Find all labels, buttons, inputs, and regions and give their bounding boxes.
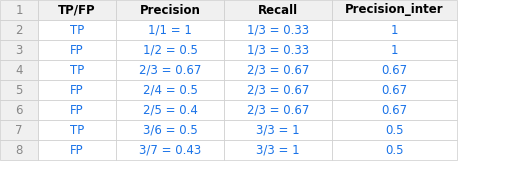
Text: 2/3 = 0.67: 2/3 = 0.67 <box>247 83 309 96</box>
Text: 0.67: 0.67 <box>381 104 408 117</box>
Text: 1/3 = 0.33: 1/3 = 0.33 <box>247 44 309 57</box>
Text: 3/3 = 1: 3/3 = 1 <box>256 143 300 156</box>
Bar <box>224 80 332 100</box>
Bar <box>332 140 457 160</box>
Bar <box>116 0 224 20</box>
Text: 3: 3 <box>15 44 23 57</box>
Bar <box>38 100 116 120</box>
Text: 2/3 = 0.67: 2/3 = 0.67 <box>247 104 309 117</box>
Text: 2: 2 <box>15 23 23 36</box>
Text: 3/6 = 0.5: 3/6 = 0.5 <box>143 124 197 137</box>
Bar <box>116 140 224 160</box>
Bar <box>38 60 116 80</box>
Text: 0.5: 0.5 <box>385 143 404 156</box>
Bar <box>116 120 224 140</box>
Text: 1/2 = 0.5: 1/2 = 0.5 <box>142 44 198 57</box>
Bar <box>0 120 38 140</box>
Bar <box>224 100 332 120</box>
Text: 2/5 = 0.4: 2/5 = 0.4 <box>142 104 198 117</box>
Text: 2/4 = 0.5: 2/4 = 0.5 <box>142 83 198 96</box>
Bar <box>224 60 332 80</box>
Bar <box>332 120 457 140</box>
Text: 1/1 = 1: 1/1 = 1 <box>148 23 192 36</box>
Text: Recall: Recall <box>258 3 298 16</box>
Bar <box>116 20 224 40</box>
Text: Precision: Precision <box>140 3 200 16</box>
Text: 1: 1 <box>15 3 23 16</box>
Bar <box>0 60 38 80</box>
Bar <box>38 20 116 40</box>
Text: 2/3 = 0.67: 2/3 = 0.67 <box>247 64 309 76</box>
Bar <box>116 100 224 120</box>
Text: 3/7 = 0.43: 3/7 = 0.43 <box>139 143 201 156</box>
Bar <box>38 140 116 160</box>
Text: 1/3 = 0.33: 1/3 = 0.33 <box>247 23 309 36</box>
Text: FP: FP <box>70 143 84 156</box>
Text: 5: 5 <box>15 83 23 96</box>
Text: 0.5: 0.5 <box>385 124 404 137</box>
Bar <box>224 120 332 140</box>
Text: 3/3 = 1: 3/3 = 1 <box>256 124 300 137</box>
Bar <box>332 20 457 40</box>
Text: 1: 1 <box>391 44 398 57</box>
Text: Precision_inter: Precision_inter <box>345 3 444 16</box>
Bar <box>116 60 224 80</box>
Text: 0.67: 0.67 <box>381 64 408 76</box>
Text: FP: FP <box>70 104 84 117</box>
Text: 8: 8 <box>15 143 23 156</box>
Bar <box>0 0 38 20</box>
Text: 7: 7 <box>15 124 23 137</box>
Text: FP: FP <box>70 83 84 96</box>
Bar <box>38 40 116 60</box>
Bar <box>332 60 457 80</box>
Bar <box>332 80 457 100</box>
Bar <box>0 20 38 40</box>
Bar <box>38 80 116 100</box>
Bar <box>224 0 332 20</box>
Bar <box>116 40 224 60</box>
Text: 4: 4 <box>15 64 23 76</box>
Text: TP: TP <box>70 64 84 76</box>
Text: 2/3 = 0.67: 2/3 = 0.67 <box>139 64 201 76</box>
Bar <box>332 40 457 60</box>
Bar <box>38 120 116 140</box>
Bar <box>224 140 332 160</box>
Bar <box>116 80 224 100</box>
Bar <box>0 140 38 160</box>
Bar <box>0 80 38 100</box>
Bar <box>0 100 38 120</box>
Text: 6: 6 <box>15 104 23 117</box>
Text: 1: 1 <box>391 23 398 36</box>
Bar <box>38 0 116 20</box>
Text: TP: TP <box>70 23 84 36</box>
Bar <box>224 20 332 40</box>
Bar <box>332 0 457 20</box>
Text: 0.67: 0.67 <box>381 83 408 96</box>
Bar <box>224 40 332 60</box>
Bar <box>332 100 457 120</box>
Text: TP: TP <box>70 124 84 137</box>
Text: FP: FP <box>70 44 84 57</box>
Text: TP/FP: TP/FP <box>58 3 96 16</box>
Bar <box>0 40 38 60</box>
